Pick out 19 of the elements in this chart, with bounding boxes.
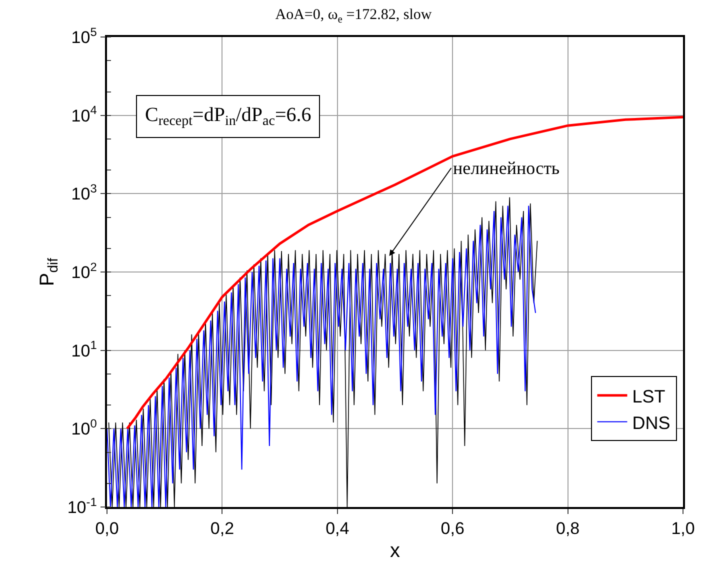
y-tick-label: 10$^{4}$ bbox=[71, 103, 98, 126]
x-tick-label: 0,4 bbox=[326, 519, 350, 538]
annotation: C$_{recept}$=dP$_{in}$/dP$_{ac}$=6.6 bbox=[145, 104, 312, 130]
x-axis-title: x bbox=[390, 540, 400, 562]
y-tick-label: 10$^{5}$ bbox=[71, 24, 98, 47]
x-tick-label: 0,0 bbox=[95, 519, 119, 538]
legend-label: LST bbox=[632, 386, 666, 406]
x-tick-label: 0,8 bbox=[556, 519, 580, 538]
annotation: нелинейность bbox=[453, 158, 560, 178]
x-tick-label: 1,0 bbox=[671, 519, 695, 538]
y-tick-label: 10$^{2}$ bbox=[71, 260, 98, 282]
y-tick-label: 10$^{3}$ bbox=[71, 181, 98, 204]
chart-title: AoA=0, ω$_{e}$ =172.82, slow bbox=[275, 7, 432, 26]
x-tick-label: 0,2 bbox=[210, 519, 234, 538]
y-tick-label: 10$^{-1}$ bbox=[67, 494, 98, 517]
y-tick-label: 10$^{1}$ bbox=[71, 338, 98, 360]
x-tick-label: 0,6 bbox=[440, 519, 464, 538]
y-tick-label: 10$^{0}$ bbox=[71, 416, 98, 439]
legend-label: DNS bbox=[632, 412, 670, 433]
